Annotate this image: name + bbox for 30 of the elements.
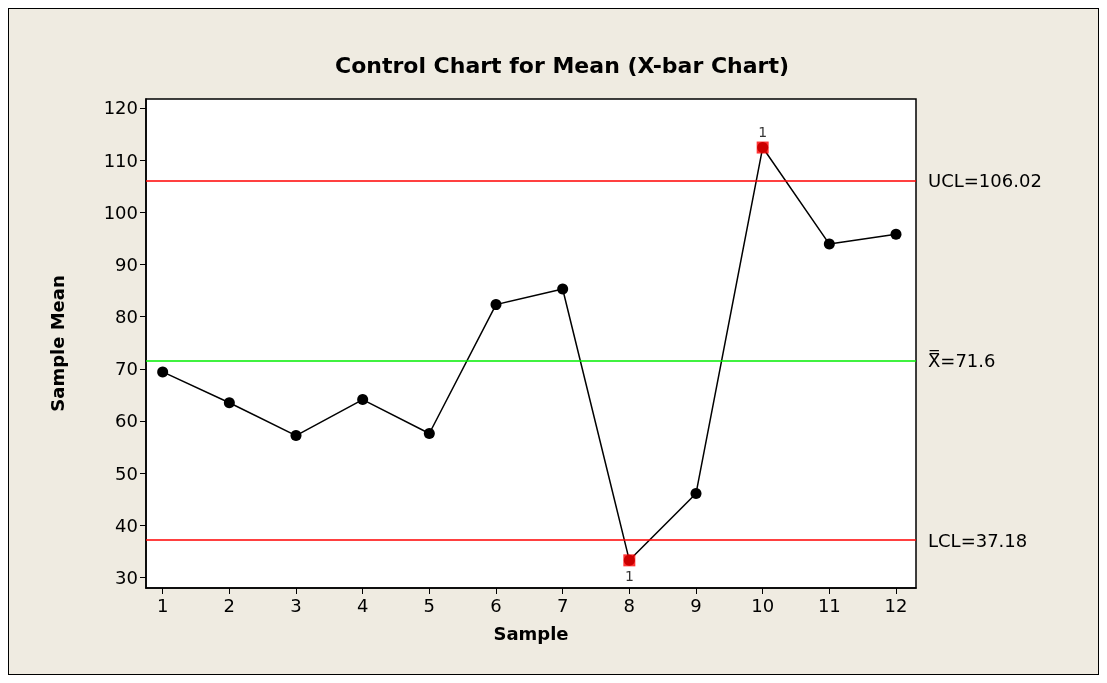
x-tick-label: 3 (290, 594, 302, 616)
y-tick-label: 120 (103, 97, 138, 119)
x-tick-label: 10 (751, 594, 775, 616)
x-tick-label: 4 (356, 594, 369, 616)
ref-line-label: X̿=71.6 (928, 348, 996, 371)
x-tick-label: 7 (556, 594, 569, 616)
y-tick-label: 90 (115, 253, 138, 275)
annotation: 1 (758, 123, 768, 140)
x-tick-label: 11 (817, 594, 841, 616)
x-tick-label: 12 (884, 594, 908, 616)
ref-line-label: LCL=37.18 (928, 529, 1028, 551)
x-tick-label: 5 (423, 594, 436, 616)
y-tick-label: 40 (115, 514, 138, 536)
x-tick-label: 9 (690, 594, 702, 616)
x-tick-label: 6 (490, 594, 502, 616)
x-tick-label: 1 (156, 594, 169, 616)
y-tick-label: 70 (115, 358, 138, 380)
x-axis-title: Sample (493, 622, 569, 644)
x-tick-label: 8 (623, 594, 636, 616)
y-tick-label: 60 (115, 410, 138, 432)
y-tick-label: 100 (103, 201, 138, 223)
ref-line-label: UCL=106.02 (928, 170, 1042, 192)
annotation: 1 (624, 568, 634, 585)
chart-title: Control Chart for Mean (X-bar Chart) (335, 52, 789, 78)
y-tick-label: 50 (115, 462, 138, 484)
y-tick-label: 30 (115, 567, 138, 589)
y-tick-label: 110 (103, 149, 138, 171)
x-tick-label: 2 (223, 594, 236, 616)
y-axis-title: Sample Mean (46, 275, 68, 412)
y-tick-label: 80 (115, 306, 138, 328)
